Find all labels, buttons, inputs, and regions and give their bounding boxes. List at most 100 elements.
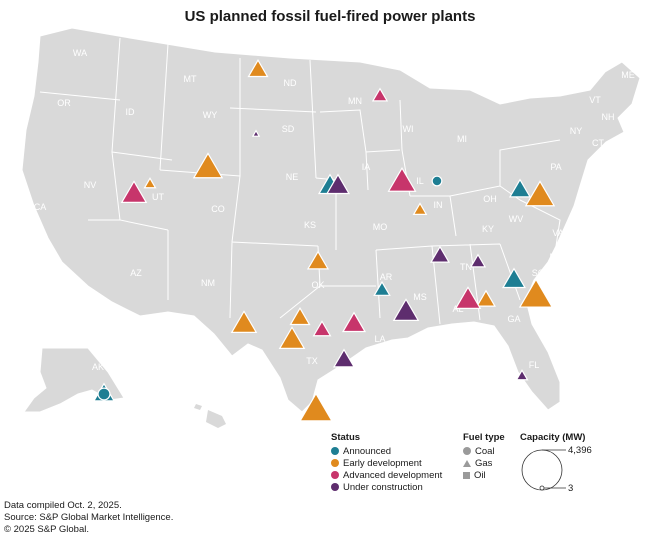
state-label-nm: NM bbox=[201, 278, 215, 288]
state-label-sd: SD bbox=[282, 124, 295, 134]
legend-label: Announced bbox=[343, 445, 392, 457]
plant-marker-coal-announced bbox=[431, 175, 443, 187]
status-legend: Status Announced Early development Advan… bbox=[331, 432, 442, 493]
plant-marker-gas-early-development bbox=[412, 202, 428, 215]
alaska-shape bbox=[23, 347, 125, 413]
early-development-swatch bbox=[331, 459, 339, 467]
state-label-pa: PA bbox=[550, 162, 561, 172]
announced-swatch bbox=[331, 447, 339, 455]
capacity-min-label: 3 bbox=[568, 483, 574, 494]
plant-marker-gas-early-development bbox=[230, 310, 258, 334]
map-title: US planned fossil fuel-fired power plant… bbox=[184, 8, 476, 25]
legend-item-gas: Gas bbox=[463, 457, 505, 469]
legend-label: Coal bbox=[475, 445, 495, 457]
triangle-icon bbox=[463, 459, 471, 467]
state-label-nj: NJ bbox=[599, 170, 610, 180]
state-label-mt: MT bbox=[184, 74, 197, 84]
capacity-min-circle bbox=[539, 485, 545, 491]
legend-label: Advanced development bbox=[343, 469, 443, 481]
plant-marker-gas-early-development bbox=[143, 177, 157, 189]
state-label-va: VA bbox=[552, 228, 563, 238]
under-construction-swatch bbox=[331, 483, 339, 491]
legend-item-announced: Announced bbox=[331, 445, 442, 457]
state-label-or: OR bbox=[57, 98, 71, 108]
plant-marker-gas-advanced-development bbox=[371, 87, 389, 102]
state-label-nd: ND bbox=[284, 78, 297, 88]
legend-label: Gas bbox=[475, 457, 493, 469]
plant-marker-gas-early-development bbox=[278, 326, 306, 350]
state-label-mo: MO bbox=[373, 222, 388, 232]
plant-marker-coal-announced bbox=[97, 387, 111, 401]
fuel-legend-title: Fuel type bbox=[463, 432, 505, 443]
capacity-legend: Capacity (MW) 4,396 3 bbox=[520, 432, 655, 500]
legend-label: Oil bbox=[474, 469, 486, 481]
state-label-ut: UT bbox=[152, 192, 164, 202]
state-label-me: ME bbox=[621, 70, 635, 80]
state-label-id: ID bbox=[126, 107, 136, 117]
state-label-ne: NE bbox=[286, 172, 299, 182]
state-label-tn: TN bbox=[460, 262, 472, 272]
plant-marker-gas-under-construction bbox=[469, 253, 487, 268]
hawaii-shape bbox=[194, 404, 202, 410]
plant-marker-gas-early-development bbox=[475, 289, 497, 307]
capacity-legend-title: Capacity (MW) bbox=[520, 432, 586, 443]
plant-marker-gas-announced bbox=[508, 178, 532, 198]
square-icon bbox=[463, 471, 470, 479]
plant-marker-gas-announced bbox=[501, 267, 527, 289]
state-label-ar: AR bbox=[380, 272, 393, 282]
state-label-ca: CA bbox=[34, 202, 47, 212]
state-label-mi: MI bbox=[457, 134, 467, 144]
plant-marker-layer bbox=[92, 59, 556, 422]
plant-marker-gas-under-construction bbox=[332, 348, 356, 368]
state-label-wy: WY bbox=[203, 110, 218, 120]
plant-marker-gas-under-construction bbox=[325, 173, 351, 195]
state-label-co: CO bbox=[211, 204, 225, 214]
hawaii-shape bbox=[206, 410, 226, 428]
state-label-de: DE bbox=[608, 194, 621, 204]
footer-notes: Data compiled Oct. 2, 2025. Source: S&P … bbox=[4, 500, 173, 536]
legend-item-coal: Coal bbox=[463, 445, 505, 457]
plant-marker-gas-advanced-development bbox=[312, 320, 332, 337]
state-label-nv: NV bbox=[84, 180, 97, 190]
state-label-ia: IA bbox=[362, 162, 371, 172]
state-label-la: LA bbox=[374, 334, 385, 344]
state-label-wv: WV bbox=[509, 214, 524, 224]
state-label-nc: NC bbox=[550, 252, 563, 262]
state-label-ga: GA bbox=[507, 314, 520, 324]
state-label-ct: CT bbox=[592, 138, 604, 148]
state-label-hi: HI bbox=[234, 422, 243, 430]
state-label-oh: OH bbox=[483, 194, 497, 204]
plant-marker-gas-early-development bbox=[289, 307, 311, 326]
state-label-vt: VT bbox=[589, 95, 601, 105]
state-label-ak: AK bbox=[92, 362, 104, 372]
data-compiled-note: Data compiled Oct. 2, 2025. bbox=[4, 500, 122, 511]
plant-marker-gas-announced bbox=[373, 280, 391, 296]
state-label-in: IN bbox=[434, 200, 443, 210]
advanced-development-swatch bbox=[331, 471, 339, 479]
plant-marker-gas-early-development bbox=[524, 180, 556, 207]
circle-icon bbox=[463, 447, 471, 455]
capacity-max-circle bbox=[521, 449, 563, 491]
plant-marker-gas-early-development bbox=[299, 392, 333, 422]
state-label-md: MD bbox=[593, 206, 607, 216]
capacity-scale bbox=[521, 449, 566, 491]
state-label-il: IL bbox=[416, 176, 424, 186]
fuel-legend: Fuel type Coal Gas Oil bbox=[463, 432, 505, 481]
plant-marker-gas-advanced-development bbox=[454, 286, 482, 310]
plant-marker-gas-early-development bbox=[306, 250, 330, 270]
state-label-wi: WI bbox=[403, 124, 414, 134]
plant-marker-gas-under-construction bbox=[392, 298, 420, 322]
state-label-az: AZ bbox=[130, 268, 142, 278]
state-label-ky: KY bbox=[482, 224, 494, 234]
plant-marker-gas-under-construction bbox=[251, 129, 261, 137]
legend-item-advanced-development: Advanced development bbox=[331, 469, 442, 481]
legend-item-oil: Oil bbox=[463, 469, 505, 481]
status-legend-title: Status bbox=[331, 432, 361, 443]
state-label-ri: RI bbox=[628, 140, 637, 150]
source-note: Source: S&P Global Market Intelligence. bbox=[4, 512, 174, 523]
plant-marker-gas-early-development bbox=[518, 278, 554, 308]
contiguous-us-shape bbox=[21, 27, 641, 413]
plant-marker-gas-under-construction bbox=[429, 245, 451, 263]
